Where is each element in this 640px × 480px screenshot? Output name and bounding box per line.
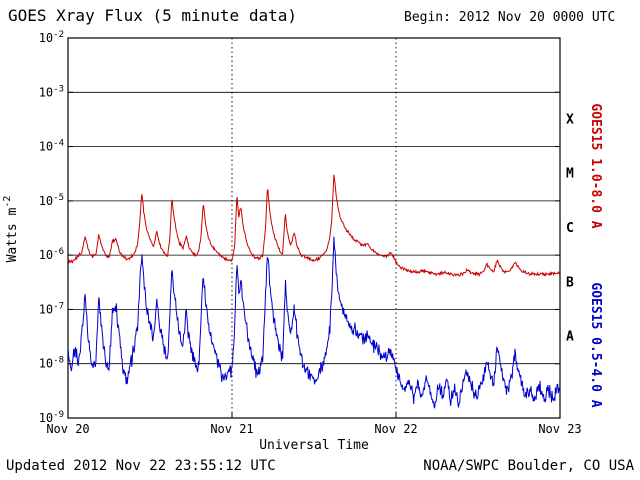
x-axis-label: Universal Time [259,438,369,453]
flare-class-label: B [566,275,574,290]
x-tick-label: Nov 20 [46,422,89,436]
y-tick-label: 10-7 [39,301,64,316]
source-credit: NOAA/SWPC Boulder, CO USA [423,458,634,474]
goes15-short-channel-label: GOES15 0.5-4.0 A [588,282,603,407]
flare-class-label: X [566,112,574,127]
y-tick-label: 10-2 [39,30,64,45]
x-tick-label: Nov 21 [210,422,253,436]
y-tick-label: 10-4 [39,139,64,154]
x-tick-label: Nov 22 [374,422,417,436]
plot-border [67,37,561,419]
x-tick-label: Nov 23 [538,422,581,436]
series-path-short [67,236,561,409]
begin-timestamp: Begin: 2012 Nov 20 0000 UTC [404,10,615,25]
y-tick-label: 10-9 [39,410,64,425]
y-tick-label: 10-8 [39,356,64,371]
y-tick-label: 10-5 [39,193,64,208]
y-axis-label: Watts m-2 [2,196,20,263]
flare-class-label: C [566,221,574,236]
y-tick-label: 10-6 [39,247,64,262]
goes15-long-channel-label: GOES15 1.0-8.0 A [588,103,603,228]
y-tick-label: 10-3 [39,84,64,99]
series-path-long [67,174,561,277]
chart-title: GOES Xray Flux (5 minute data) [8,6,297,25]
flare-class-label: A [566,330,574,345]
flare-class-label: M [566,167,574,182]
updated-timestamp: Updated 2012 Nov 22 23:55:12 UTC [6,458,276,474]
